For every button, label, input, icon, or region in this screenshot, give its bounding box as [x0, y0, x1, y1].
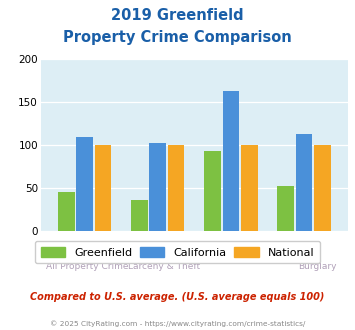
Bar: [277, 185, 294, 231]
Text: 2019 Greenfield: 2019 Greenfield: [111, 8, 244, 23]
Legend: Greenfield, California, National: Greenfield, California, National: [35, 241, 320, 263]
Bar: [314, 145, 331, 231]
Bar: [94, 145, 111, 231]
Text: All Property Crime: All Property Crime: [46, 262, 128, 271]
Text: © 2025 CityRating.com - https://www.cityrating.com/crime-statistics/: © 2025 CityRating.com - https://www.city…: [50, 321, 305, 327]
Text: Compared to U.S. average. (U.S. average equals 100): Compared to U.S. average. (U.S. average …: [30, 292, 325, 302]
Bar: [223, 91, 239, 231]
Bar: [168, 145, 185, 231]
Text: Arson: Arson: [151, 249, 176, 258]
Text: Motor Vehicle Theft: Motor Vehicle Theft: [196, 249, 284, 258]
Text: Property Crime Comparison: Property Crime Comparison: [63, 30, 292, 45]
Bar: [58, 191, 75, 231]
Text: Larceny & Theft: Larceny & Theft: [127, 262, 200, 271]
Bar: [149, 143, 166, 231]
Text: Burglary: Burglary: [298, 262, 337, 271]
Bar: [204, 151, 221, 231]
Bar: [241, 145, 258, 231]
Bar: [131, 200, 148, 231]
Bar: [296, 134, 312, 231]
Bar: [76, 137, 93, 231]
